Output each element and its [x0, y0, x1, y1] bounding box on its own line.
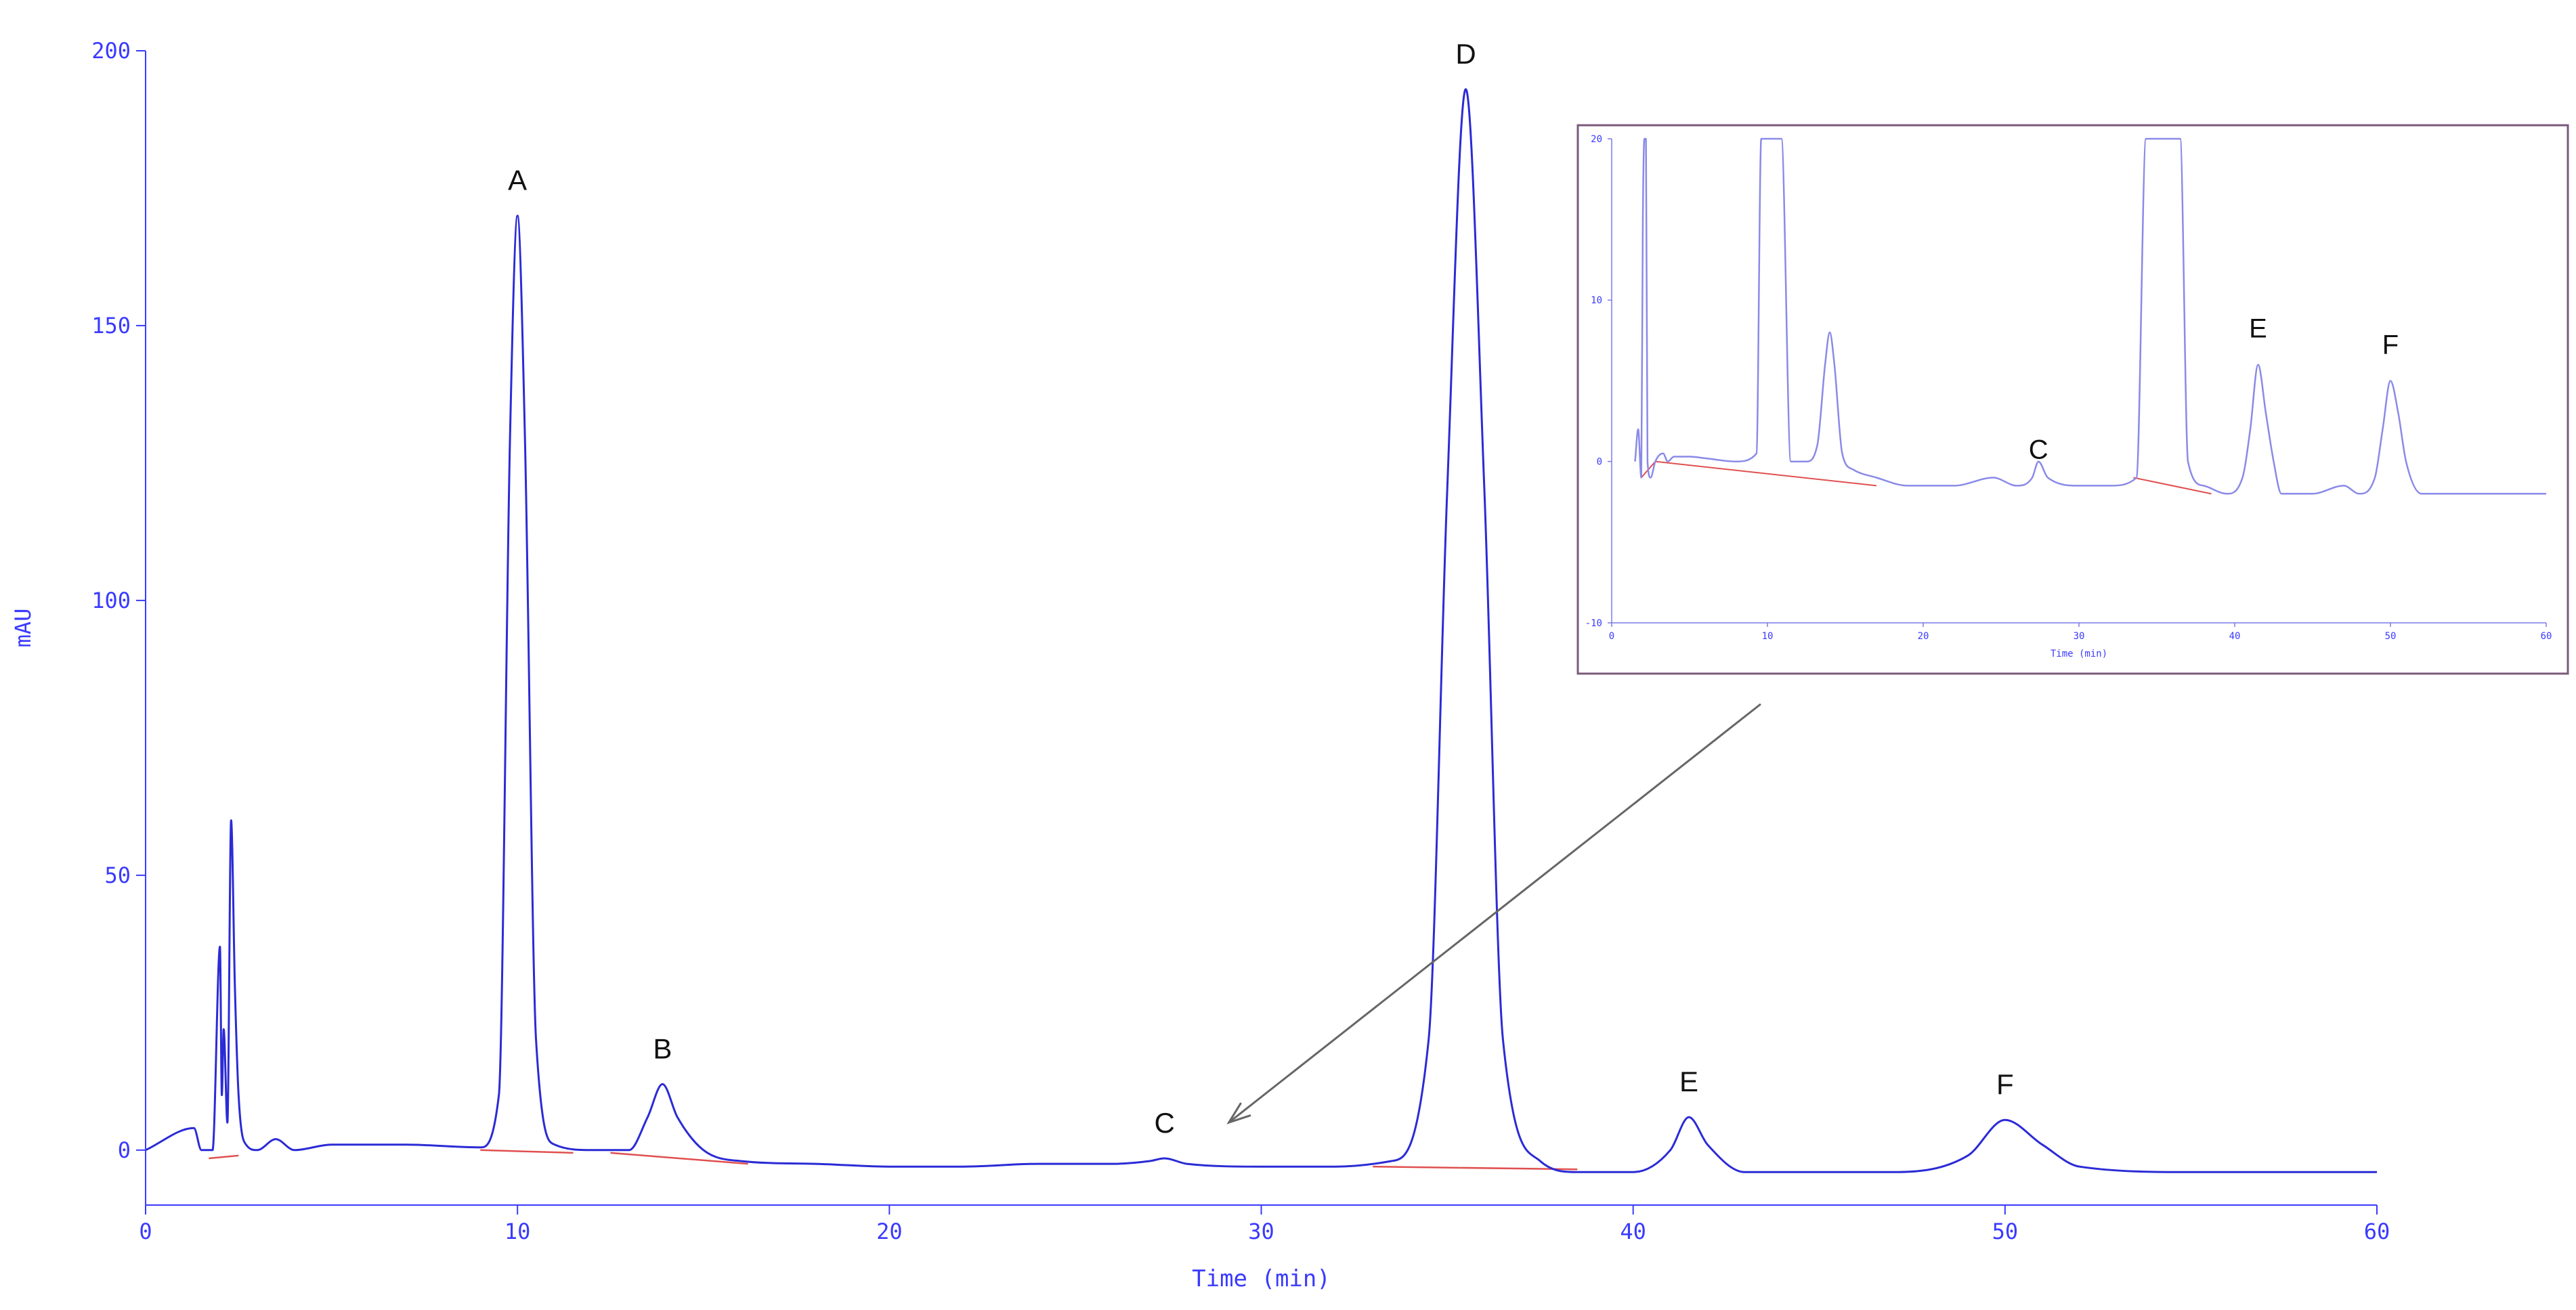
integration-baseline [480, 1149, 574, 1154]
y-tick-label: 50 [104, 863, 131, 888]
y-tick-label: 200 [91, 38, 131, 64]
chromatogram-trace [145, 88, 2377, 1173]
inset-peak-labels: C E F [2029, 314, 2399, 465]
x-tick-label: 0 [139, 1219, 152, 1244]
x-tick-label: 40 [2229, 631, 2241, 642]
x-tick-label: 50 [2385, 631, 2397, 642]
peak-label-c: C [1155, 1107, 1175, 1139]
peak-label-c: C [2029, 435, 2048, 464]
x-tick-label: 10 [505, 1219, 531, 1244]
main-trace-layer [145, 88, 2377, 1173]
y-tick-label: -10 [1585, 618, 1602, 629]
peak-label-f: F [2382, 330, 2399, 360]
arrow-head [1226, 1102, 1251, 1125]
peak-label-d: D [1455, 38, 1476, 70]
peak-label-b: B [653, 1032, 672, 1064]
inset-pointer-arrow [1226, 703, 1761, 1125]
x-tick-label: 30 [1248, 1219, 1274, 1244]
inset-axes: 0 10 20 30 40 50 60 -10 0 10 20 [1585, 134, 2552, 642]
x-tick-label: 10 [1762, 631, 1774, 642]
x-tick-label: 0 [1609, 631, 1614, 642]
main-peak-labels: A B C D E F [508, 38, 2014, 1139]
y-tick-label: 100 [91, 588, 131, 613]
y-tick-label: 10 [1591, 295, 1602, 306]
peak-label-e: E [2249, 314, 2267, 344]
x-tick-label: 60 [2364, 1219, 2390, 1244]
x-tick-label: 20 [876, 1219, 903, 1244]
inset-trace-layer [1634, 137, 2546, 495]
integration-baseline [610, 1152, 748, 1165]
chromatogram-trace [1634, 137, 2546, 495]
inset-x-axis-title: Time (min) [2051, 649, 2107, 659]
peak-label-f: F [1996, 1068, 2014, 1100]
x-tick-label: 20 [1918, 631, 1929, 642]
main-baseline-segments [209, 1149, 1578, 1171]
inset-frame [1576, 124, 2569, 675]
x-tick-label: 40 [1620, 1219, 1646, 1244]
main-y-axis-title: mAU [10, 609, 36, 648]
x-tick-label: 60 [2541, 631, 2552, 642]
arrow-shaft [1228, 703, 1761, 1124]
integration-baseline [1373, 1165, 1578, 1171]
peak-label-a: A [508, 165, 527, 196]
integration-baseline [209, 1154, 239, 1160]
y-tick-label: 0 [118, 1137, 131, 1163]
inset-chart: 0 10 20 30 40 50 60 -10 0 10 20 C E F Time (min) [1576, 124, 2569, 675]
main-x-axis-title: Time (min) [1192, 1265, 1331, 1292]
y-tick-label: 20 [1591, 134, 1602, 145]
integration-baseline [1655, 460, 1877, 487]
integration-baseline [2133, 477, 2212, 495]
peak-label-e: E [1679, 1066, 1698, 1097]
x-tick-label: 50 [1992, 1219, 2019, 1244]
x-tick-label: 30 [2074, 631, 2085, 642]
y-tick-label: 150 [91, 313, 131, 339]
y-tick-label: 0 [1597, 457, 1602, 468]
